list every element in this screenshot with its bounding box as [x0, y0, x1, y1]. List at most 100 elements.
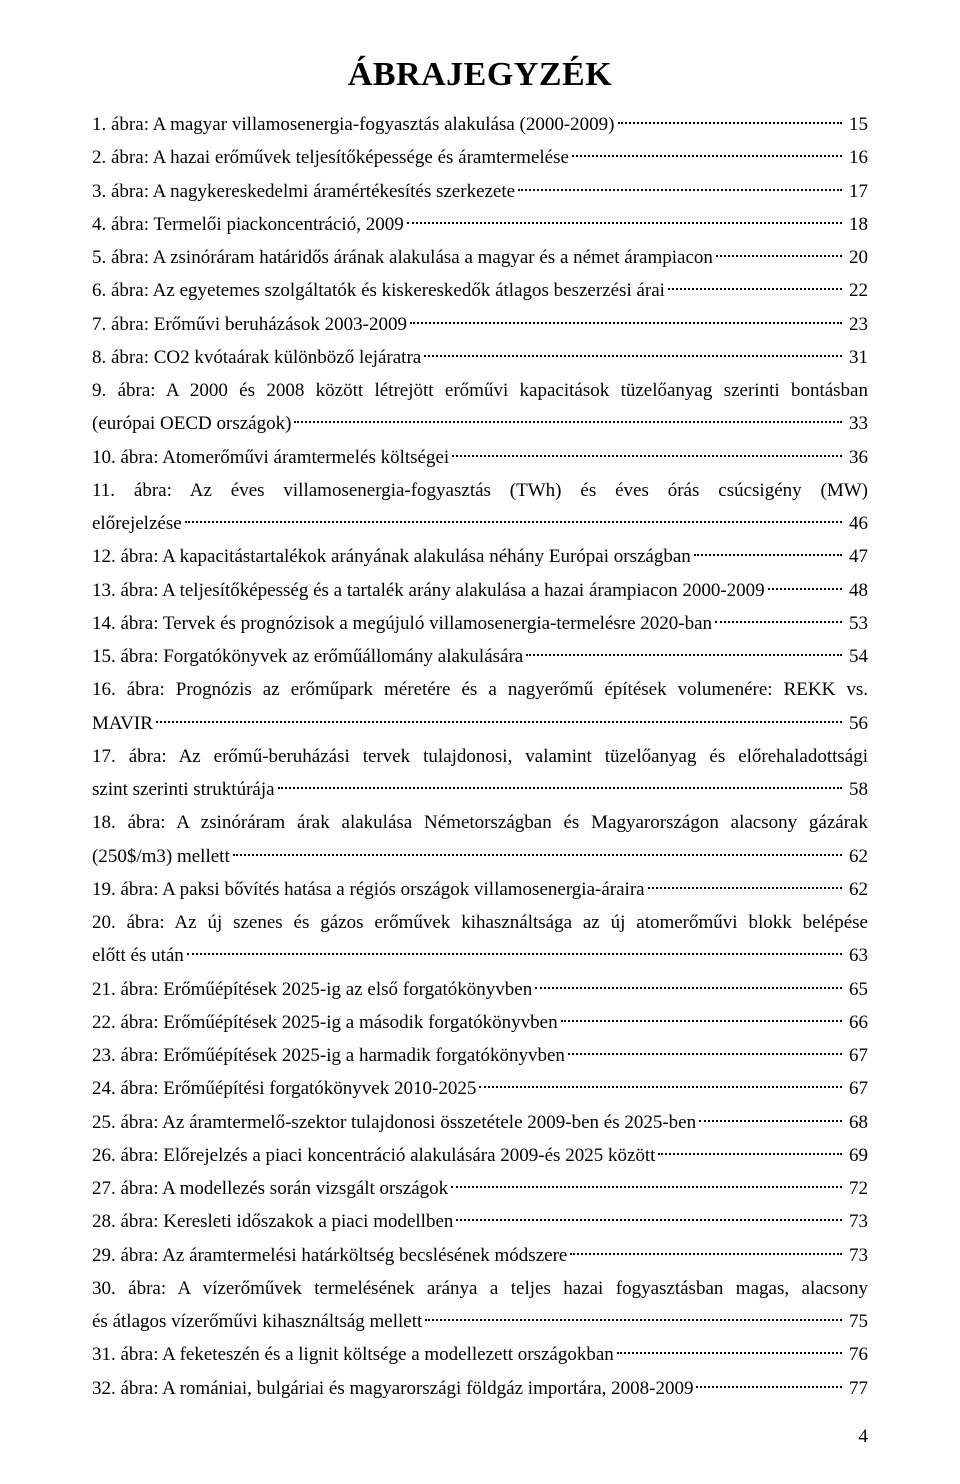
toc-entry: 30. ábra: A vízerőművek termelésének ará…	[92, 1272, 868, 1339]
toc-text: 10. ábra: Atomerőművi áramtermelés költs…	[92, 441, 449, 474]
toc-text: 31. ábra: A feketeszén és a lignit költs…	[92, 1338, 614, 1371]
toc-entry: 19. ábra: A paksi bővítés hatása a régió…	[92, 873, 868, 906]
toc-entry: 3. ábra: A nagykereskedelmi áramértékesí…	[92, 175, 868, 208]
toc-entry: 13. ábra: A teljesítőképesség és a tarta…	[92, 574, 868, 607]
toc-text: szint szerinti struktúrája	[92, 773, 275, 806]
toc-text: 14. ábra: Tervek és prognózisok a megúju…	[92, 607, 712, 640]
toc-entry: 14. ábra: Tervek és prognózisok a megúju…	[92, 607, 868, 640]
toc-row: és átlagos vízerőművi kihasználtság mell…	[92, 1305, 868, 1338]
toc-row: 22. ábra: Erőműépítések 2025-ig a másodi…	[92, 1006, 868, 1039]
toc-page-number: 46	[845, 507, 868, 540]
toc-entry: 17. ábra: Az erőmű-beruházási tervek tul…	[92, 740, 868, 807]
dot-leader	[716, 255, 842, 257]
dot-leader	[233, 854, 842, 856]
dot-leader	[479, 1086, 842, 1088]
dot-leader	[187, 953, 842, 955]
toc-page-number: 63	[845, 939, 868, 972]
toc-entry: 9. ábra: A 2000 és 2008 között létrejött…	[92, 374, 868, 441]
toc-text: (250$/m3) mellett	[92, 840, 230, 873]
toc-row: 28. ábra: Keresleti időszakok a piaci mo…	[92, 1205, 868, 1238]
toc-page-number: 69	[845, 1139, 868, 1172]
toc-row: 31. ábra: A feketeszén és a lignit költs…	[92, 1338, 868, 1371]
toc-text: 28. ábra: Keresleti időszakok a piaci mo…	[92, 1205, 453, 1238]
toc-text: 21. ábra: Erőműépítések 2025-ig az első …	[92, 973, 532, 1006]
toc-page-number: 72	[845, 1172, 868, 1205]
dot-leader	[294, 421, 842, 423]
toc-text: és átlagos vízerőművi kihasználtság mell…	[92, 1305, 422, 1338]
toc-text: 32. ábra: A romániai, bulgáriai és magya…	[92, 1372, 693, 1405]
toc-row: MAVIR56	[92, 707, 868, 740]
toc-text: 26. ábra: Előrejelzés a piaci koncentrác…	[92, 1139, 655, 1172]
toc-page-number: 62	[845, 840, 868, 873]
toc-row: 24. ábra: Erőműépítési forgatókönyvek 20…	[92, 1072, 868, 1105]
dot-leader	[185, 521, 842, 523]
toc-page-number: 73	[845, 1205, 868, 1238]
dot-leader	[694, 554, 842, 556]
toc-entry: 15. ábra: Forgatókönyvek az erőműállomán…	[92, 640, 868, 673]
toc-row: 2. ábra: A hazai erőművek teljesítőképes…	[92, 141, 868, 174]
toc-entry: 8. ábra: CO2 kvótaárak különböző lejárat…	[92, 341, 868, 374]
toc-text: 12. ábra: A kapacitástartalékok arányána…	[92, 540, 691, 573]
toc-entry: 12. ábra: A kapacitástartalékok arányána…	[92, 540, 868, 573]
toc-page-number: 76	[845, 1338, 868, 1371]
toc-row: (európai OECD országok)33	[92, 407, 868, 440]
dot-leader	[768, 588, 842, 590]
toc-row: 29. ábra: Az áramtermelési határköltség …	[92, 1239, 868, 1272]
dot-leader	[617, 1352, 842, 1354]
toc-row: 19. ábra: A paksi bővítés hatása a régió…	[92, 873, 868, 906]
toc-text: 25. ábra: Az áramtermelő-szektor tulajdo…	[92, 1106, 696, 1139]
toc-text-line: 17. ábra: Az erőmű-beruházási tervek tul…	[92, 740, 868, 773]
toc-text: előtt és után	[92, 939, 184, 972]
toc-entry: 24. ábra: Erőműépítési forgatókönyvek 20…	[92, 1072, 868, 1105]
toc-text: 19. ábra: A paksi bővítés hatása a régió…	[92, 873, 645, 906]
dot-leader	[618, 122, 842, 124]
toc-page-number: 58	[845, 773, 868, 806]
toc-page-number: 23	[845, 308, 868, 341]
toc-text: 3. ábra: A nagykereskedelmi áramértékesí…	[92, 175, 515, 208]
dot-leader	[407, 222, 842, 224]
dot-leader	[526, 654, 842, 656]
toc-entry: 16. ábra: Prognózis az erőműpark méretér…	[92, 673, 868, 740]
toc-text: 22. ábra: Erőműépítések 2025-ig a másodi…	[92, 1006, 558, 1039]
toc-row: előtt és után 63	[92, 939, 868, 972]
toc-page-number: 67	[845, 1072, 868, 1105]
toc-page-number: 75	[845, 1305, 868, 1338]
toc-text: 5. ábra: A zsinóráram határidős árának a…	[92, 241, 713, 274]
toc-row: 12. ábra: A kapacitástartalékok arányána…	[92, 540, 868, 573]
toc-page-number: 66	[845, 1006, 868, 1039]
toc-row: 26. ábra: Előrejelzés a piaci koncentrác…	[92, 1139, 868, 1172]
toc-text: 2. ábra: A hazai erőművek teljesítőképes…	[92, 141, 569, 174]
toc-page-number: 36	[845, 441, 868, 474]
toc-row: 14. ábra: Tervek és prognózisok a megúju…	[92, 607, 868, 640]
toc-page-number: 62	[845, 873, 868, 906]
dot-leader	[518, 189, 842, 191]
toc-row: 8. ábra: CO2 kvótaárak különböző lejárat…	[92, 341, 868, 374]
toc-row: 32. ábra: A romániai, bulgáriai és magya…	[92, 1372, 868, 1405]
dot-leader	[561, 1020, 842, 1022]
toc-text: 13. ábra: A teljesítőképesség és a tarta…	[92, 574, 765, 607]
toc-entry: 21. ábra: Erőműépítések 2025-ig az első …	[92, 973, 868, 1006]
toc-entry: 4. ábra: Termelői piackoncentráció, 2009…	[92, 208, 868, 241]
toc-page-number: 20	[845, 241, 868, 274]
toc-page-number: 68	[845, 1106, 868, 1139]
toc-text-line: 9. ábra: A 2000 és 2008 között létrejött…	[92, 374, 868, 407]
toc-entry: 10. ábra: Atomerőművi áramtermelés költs…	[92, 441, 868, 474]
toc-row: 23. ábra: Erőműépítések 2025-ig a harmad…	[92, 1039, 868, 1072]
toc-text: 7. ábra: Erőművi beruházások 2003-2009	[92, 308, 407, 341]
toc-entry: 29. ábra: Az áramtermelési határköltség …	[92, 1239, 868, 1272]
toc-row: szint szerinti struktúrája 58	[92, 773, 868, 806]
toc-row: 7. ábra: Erőművi beruházások 2003-2009 23	[92, 308, 868, 341]
toc-text: 24. ábra: Erőműépítési forgatókönyvek 20…	[92, 1072, 476, 1105]
toc-entry: 28. ábra: Keresleti időszakok a piaci mo…	[92, 1205, 868, 1238]
toc-page-number: 15	[845, 108, 868, 141]
dot-leader	[451, 1186, 842, 1188]
dot-leader	[572, 155, 842, 157]
toc-entry: 32. ábra: A romániai, bulgáriai és magya…	[92, 1372, 868, 1405]
toc-text: 15. ábra: Forgatókönyvek az erőműállomán…	[92, 640, 523, 673]
dot-leader	[425, 1319, 842, 1321]
toc-page-number: 77	[845, 1372, 868, 1405]
toc-text: 8. ábra: CO2 kvótaárak különböző lejárat…	[92, 341, 421, 374]
toc-page-number: 48	[845, 574, 868, 607]
dot-leader	[668, 288, 842, 290]
dot-leader	[424, 355, 842, 357]
